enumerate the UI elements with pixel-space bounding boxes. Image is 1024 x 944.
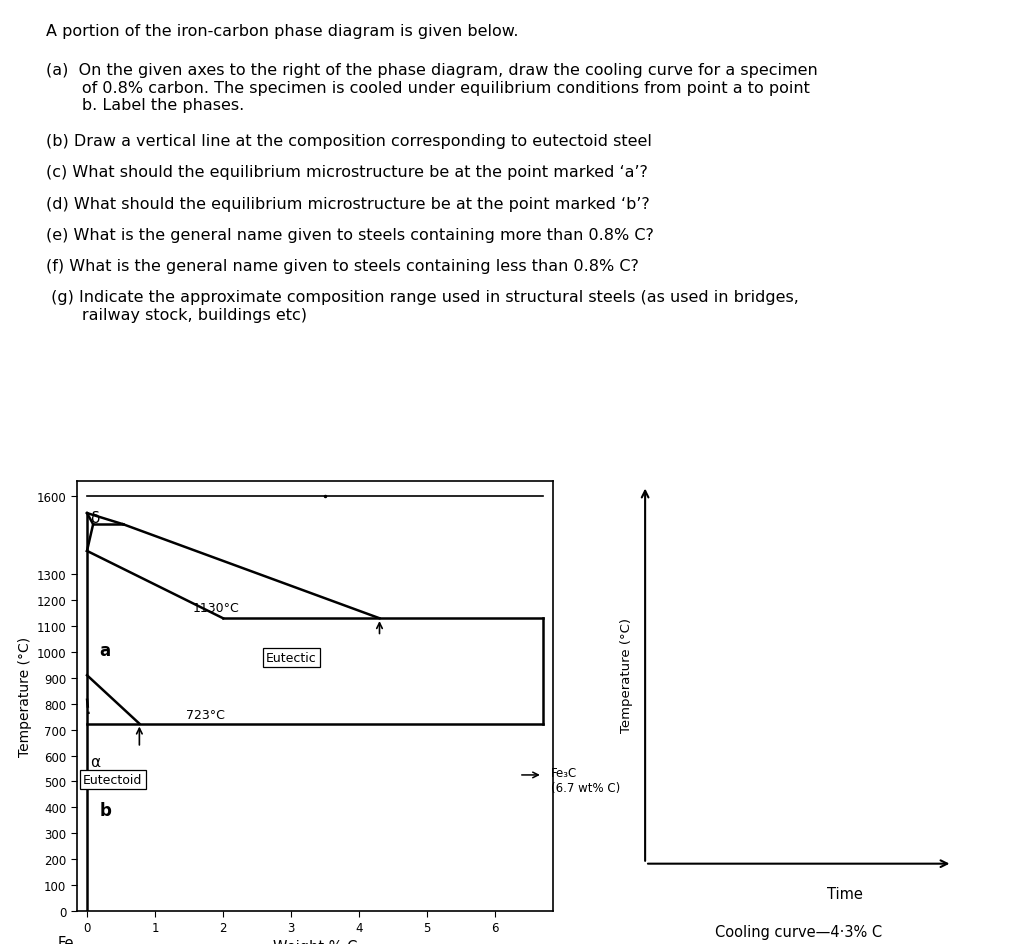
Text: (g) Indicate the approximate composition range used in structural steels (as use: (g) Indicate the approximate composition… [46,290,799,322]
Text: Cooling curve—4·3% C: Cooling curve—4·3% C [715,924,883,939]
Text: (a)  On the given axes to the right of the phase diagram, draw the cooling curve: (a) On the given axes to the right of th… [46,63,818,113]
Text: Fe₃C
(6.7 wt% C): Fe₃C (6.7 wt% C) [551,767,621,794]
Text: b: b [99,801,112,819]
Text: Temperature (°C): Temperature (°C) [621,617,633,733]
Text: (c) What should the equilibrium microstructure be at the point marked ‘a’?: (c) What should the equilibrium microstr… [46,165,648,180]
Text: Fe: Fe [57,935,75,944]
Text: Eutectoid: Eutectoid [83,773,142,786]
Text: Eutectic: Eutectic [265,651,316,665]
Text: (f) What is the general name given to steels containing less than 0.8% C?: (f) What is the general name given to st… [46,259,639,274]
Text: 1130°C: 1130°C [193,601,240,614]
Text: δ: δ [90,510,99,525]
Text: A portion of the iron-carbon phase diagram is given below.: A portion of the iron-carbon phase diagr… [46,24,518,39]
Y-axis label: Temperature (°C): Temperature (°C) [18,636,33,756]
Text: (d) What should the equilibrium microstructure be at the point marked ‘b’?: (d) What should the equilibrium microstr… [46,196,650,211]
Text: (b) Draw a vertical line at the composition corresponding to eutectoid steel: (b) Draw a vertical line at the composit… [46,134,652,149]
Text: α: α [90,754,100,769]
Text: a: a [99,641,111,659]
X-axis label: Weight % C: Weight % C [272,938,357,944]
Text: Time: Time [826,886,863,902]
Text: (e) What is the general name given to steels containing more than 0.8% C?: (e) What is the general name given to st… [46,228,654,243]
Text: 723°C: 723°C [185,709,224,721]
